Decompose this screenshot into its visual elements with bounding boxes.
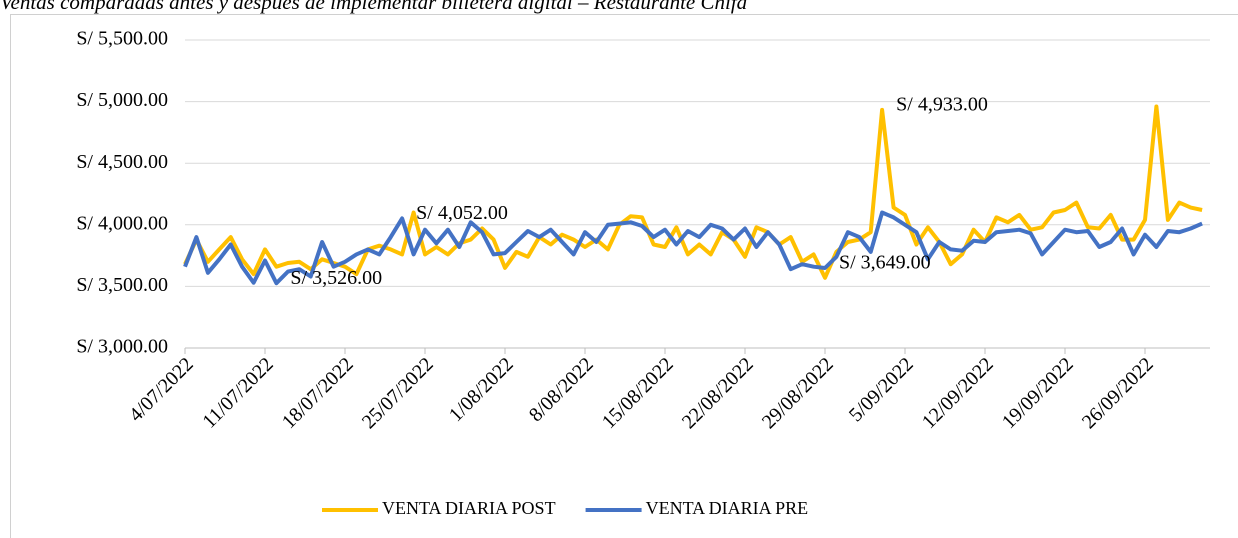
chart-border [10,14,1238,538]
x-tick-label: 25/07/2022 [358,353,438,433]
legend-label: VENTA DIARIA POST [382,498,556,518]
x-tick-label: 11/07/2022 [198,353,277,432]
x-tick-label: 29/08/2022 [758,353,838,433]
y-tick-label: S/ 5,000.00 [76,89,168,111]
data-label: S/ 3,526.00 [290,267,382,289]
x-tick-label: 8/08/2022 [525,353,598,426]
x-tick-label: 18/07/2022 [278,353,358,433]
y-tick-label: S/ 4,500.00 [76,151,168,173]
data-label: S/ 3,649.00 [839,252,931,274]
y-tick-label: S/ 3,500.00 [76,274,168,296]
y-tick-label: S/ 4,000.00 [76,212,168,234]
legend-label: VENTA DIARIA PRE [646,498,809,518]
x-tick-label: 19/09/2022 [998,353,1078,433]
series-line [183,104,1203,280]
y-tick-label: S/ 5,500.00 [76,28,168,50]
y-tick-label: S/ 3,000.00 [76,336,168,358]
x-tick-label: 12/09/2022 [918,353,998,433]
x-tick-label: 15/08/2022 [598,353,678,433]
x-tick-label: 5/09/2022 [845,353,918,426]
data-label: S/ 4,933.00 [896,93,988,115]
x-tick-label: 1/08/2022 [445,353,518,426]
x-tick-label: 4/07/2022 [125,353,198,426]
x-tick-label: 26/09/2022 [1078,353,1158,433]
chart-title: Ventas comparadas antes y después de imp… [0,0,747,14]
series-line [183,210,1203,286]
x-tick-label: 22/08/2022 [678,353,758,433]
data-label: S/ 4,052.00 [416,202,508,224]
